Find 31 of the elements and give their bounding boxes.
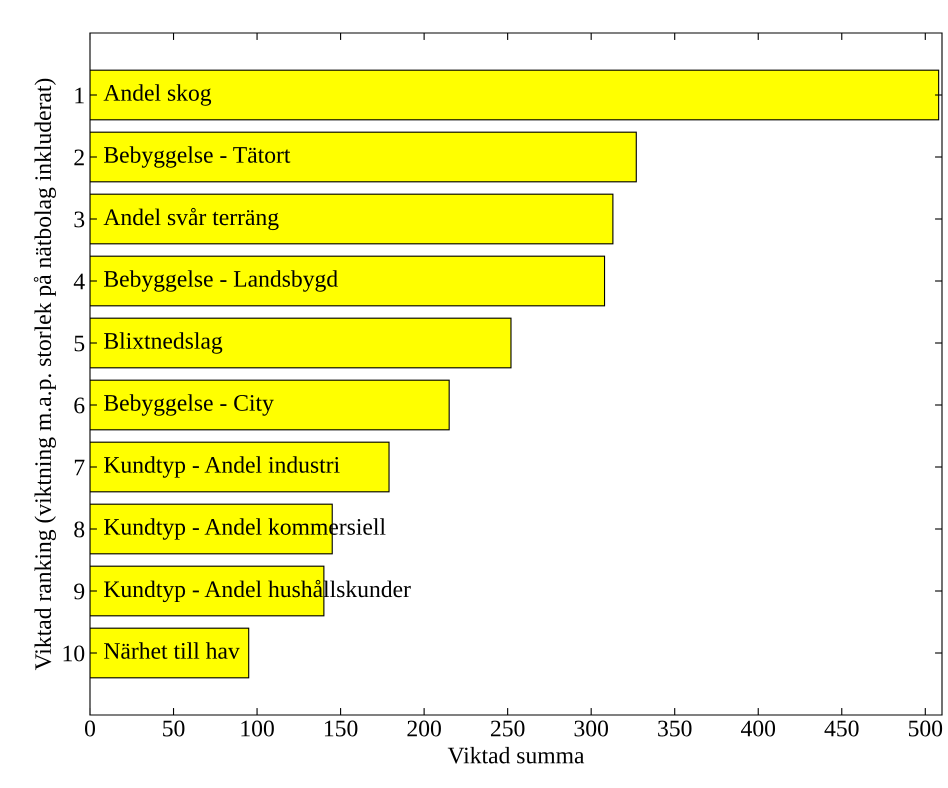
y-tick-label: 3	[74, 212, 84, 228]
y-tick-label: 2	[74, 150, 84, 166]
y-tick-label: 10	[64, 645, 84, 662]
x-tick-label: 300	[574, 720, 608, 736]
x-tick-label: 400	[740, 720, 776, 736]
y-tick-label: 9	[74, 584, 84, 600]
x-tick-label: 250	[490, 720, 524, 736]
y-tick-label: 7	[74, 460, 84, 476]
annotation: Bebyggelse - Tätort	[104, 146, 290, 168]
x-tick-label: 500	[908, 720, 942, 736]
y-tick-label: 1	[75, 88, 84, 104]
y-tick-label: 4	[74, 274, 85, 290]
x-axis-title: Viktad summa	[448, 746, 584, 764]
y-axis-title: Viktad ranking (viktning m.a.p. storlek på nätbolag inkluderat)	[34, 78, 56, 670]
x-tick-label: 100	[241, 720, 274, 736]
annotation: Bebyggelse - Landsbygd	[104, 270, 338, 292]
annotation: Blixtnedslag	[104, 332, 222, 354]
y-tick-label: 8	[74, 521, 84, 538]
annotation: Andel skog	[104, 84, 212, 106]
x-tick-label: 200	[407, 720, 441, 736]
y-tick-label: 5	[74, 336, 84, 352]
y-tick-label: 6	[74, 398, 84, 414]
x-tick-label: 50	[163, 720, 184, 736]
annotation: Kundtyp - Andel industri	[104, 456, 340, 478]
annotation: Andel svår terräng	[104, 208, 279, 230]
x-tick-label: 450	[824, 720, 859, 736]
x-tick-label: 0	[84, 720, 96, 736]
annotation: Bebyggelse - City	[104, 394, 274, 416]
x-tick-label: 350	[658, 720, 692, 736]
x-tick-label: 150	[324, 720, 358, 736]
annotation: Närhet till hav	[104, 642, 240, 659]
